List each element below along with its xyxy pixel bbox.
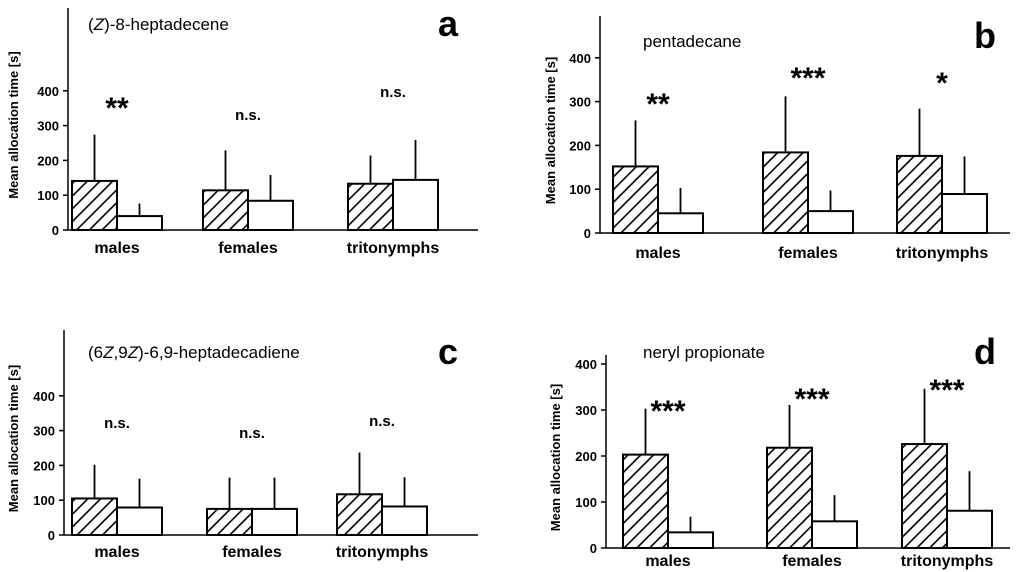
panel-c: 0 100 200 300 400 Mean allocation time [s] mal… <box>6 330 478 561</box>
bar-hatched-tritonymphs <box>347 182 394 232</box>
significance-label: n.s. <box>380 84 406 101</box>
bar-hatched-males <box>612 165 659 234</box>
bar-hatched-tritonymphs <box>336 493 383 536</box>
y-tick-label: 100 <box>575 495 597 510</box>
category-label-females: females <box>782 553 842 570</box>
bar-open-males <box>657 212 704 234</box>
panel-d: 0 100 200 300 400 Mean allocation time [s] mal… <box>548 331 1010 570</box>
bar-open-males <box>116 215 163 232</box>
category-label-tritonymphs: tritonymphs <box>336 544 429 561</box>
category-label-males: males <box>94 544 139 561</box>
significance-label: n.s. <box>235 107 261 124</box>
y-tick-label: 0 <box>584 226 591 241</box>
bar-open-tritonymphs <box>946 509 993 549</box>
y-axis-label: Mean allocation time [s] <box>6 51 21 198</box>
y-axis-label: Mean allocation time [s] <box>543 57 558 204</box>
bar-hatched-males <box>622 453 669 549</box>
y-tick-label: 200 <box>569 138 591 153</box>
y-tick-label: 300 <box>37 119 59 134</box>
category-label-tritonymphs: tritonymphs <box>347 240 440 257</box>
y-axis-label: Mean allocation time [s] <box>548 384 563 531</box>
y-tick-label: 400 <box>37 84 59 99</box>
chart-title: pentadecane <box>643 32 741 51</box>
y-tick-label: 300 <box>569 95 591 110</box>
bar-hatched-females <box>762 151 809 235</box>
panel-a: 0 100 200 300 400 Mean allocation time [s] mal… <box>6 3 478 257</box>
y-tick-label: 100 <box>569 182 591 197</box>
y-tick-label: 200 <box>37 153 59 168</box>
panel-letter: d <box>974 331 996 372</box>
category-label-females: females <box>218 240 278 257</box>
bar-open-tritonymphs <box>941 193 988 235</box>
bar-hatched-females <box>206 507 253 536</box>
panel-letter: a <box>438 3 459 44</box>
y-tick-label: 0 <box>52 223 59 238</box>
panel-letter: b <box>974 15 996 56</box>
y-tick-label: 200 <box>575 449 597 464</box>
significance-label: ** <box>105 92 129 125</box>
category-label-males: males <box>635 245 680 262</box>
y-tick-label: 400 <box>33 389 55 404</box>
category-label-tritonymphs: tritonymphs <box>896 245 989 262</box>
panel-b: 0 100 200 300 400 Mean allocation time [s] mal… <box>543 15 1010 262</box>
significance-label: n.s. <box>104 415 130 432</box>
bar-hatched-tritonymphs <box>896 154 943 234</box>
bar-open-tritonymphs <box>392 178 439 231</box>
significance-label: n.s. <box>239 425 265 442</box>
bar-open-males <box>116 506 163 536</box>
significance-label: *** <box>794 383 829 416</box>
bar-hatched-tritonymphs <box>901 443 948 550</box>
bar-hatched-males <box>71 497 118 536</box>
significance-label: * <box>936 67 948 100</box>
bar-open-females <box>247 199 294 232</box>
chart-title: (Z)-8-heptadecene <box>88 15 229 34</box>
y-tick-label: 400 <box>575 357 597 372</box>
bar-hatched-males <box>71 179 118 232</box>
y-tick-label: 100 <box>37 188 59 203</box>
category-label-females: females <box>222 544 282 561</box>
significance-label: *** <box>790 62 825 95</box>
bar-open-females <box>251 507 298 536</box>
bar-open-females <box>811 520 858 550</box>
y-tick-label: 400 <box>569 51 591 66</box>
significance-label: *** <box>650 395 685 428</box>
chart-title: (6Z,9Z)-6,9-heptadecadiene <box>88 343 300 362</box>
category-label-females: females <box>778 245 838 262</box>
bar-hatched-females <box>202 189 249 232</box>
y-axis-label: Mean allocation time [s] <box>6 365 21 512</box>
category-label-tritonymphs: tritonymphs <box>901 553 994 570</box>
significance-label: n.s. <box>369 413 395 430</box>
y-tick-label: 100 <box>33 493 55 508</box>
bar-open-tritonymphs <box>381 505 428 536</box>
category-label-males: males <box>645 553 690 570</box>
y-tick-label: 300 <box>575 403 597 418</box>
category-label-males: males <box>94 240 139 257</box>
bar-open-females <box>807 210 854 235</box>
y-tick-label: 0 <box>590 541 597 556</box>
significance-label: *** <box>929 374 964 407</box>
panel-letter: c <box>438 331 458 372</box>
y-tick-label: 300 <box>33 424 55 439</box>
y-tick-label: 200 <box>33 458 55 473</box>
bar-open-males <box>667 531 714 549</box>
y-tick-label: 0 <box>48 528 55 543</box>
chart-title: neryl propionate <box>643 343 765 362</box>
bar-hatched-females <box>766 446 813 549</box>
significance-label: ** <box>646 88 670 121</box>
